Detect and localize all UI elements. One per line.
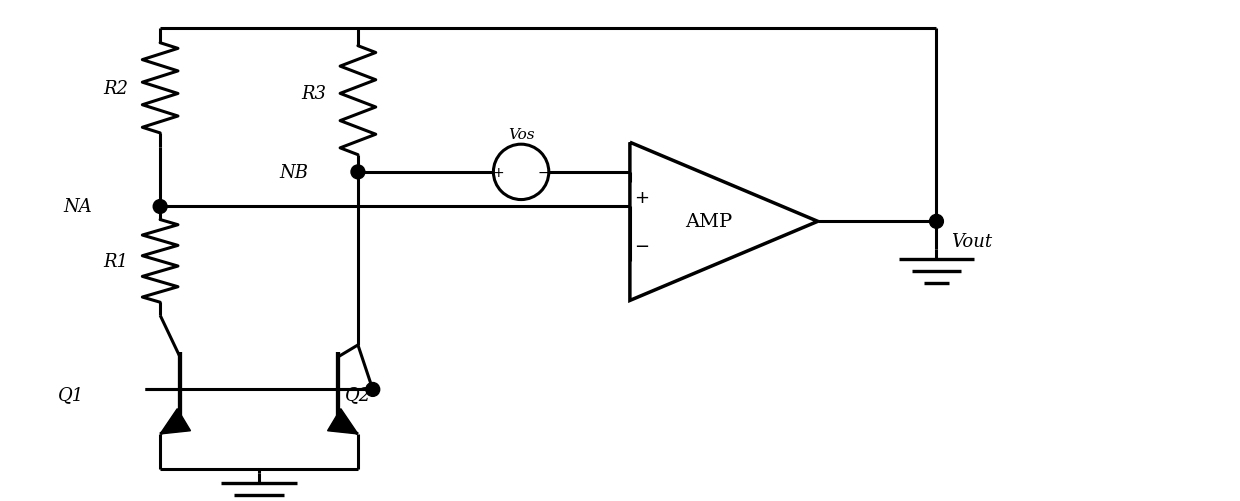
Text: −: − (634, 237, 650, 256)
Polygon shape (327, 409, 358, 434)
Circle shape (366, 383, 379, 397)
Text: +: + (634, 188, 650, 206)
Text: Q1: Q1 (58, 386, 84, 404)
Text: +: + (492, 165, 505, 179)
Polygon shape (160, 409, 191, 434)
Text: AMP: AMP (686, 213, 733, 231)
Text: NA: NA (63, 198, 93, 216)
Text: −: − (537, 165, 548, 179)
Circle shape (351, 166, 365, 179)
Text: Vos: Vos (508, 128, 534, 142)
Text: Q2: Q2 (345, 386, 371, 404)
Text: R3: R3 (301, 85, 326, 103)
Circle shape (930, 215, 944, 229)
Text: NB: NB (279, 163, 309, 181)
Text: R2: R2 (103, 80, 128, 98)
Text: Vout: Vout (951, 232, 992, 250)
Text: R1: R1 (103, 253, 128, 271)
Circle shape (154, 200, 167, 214)
